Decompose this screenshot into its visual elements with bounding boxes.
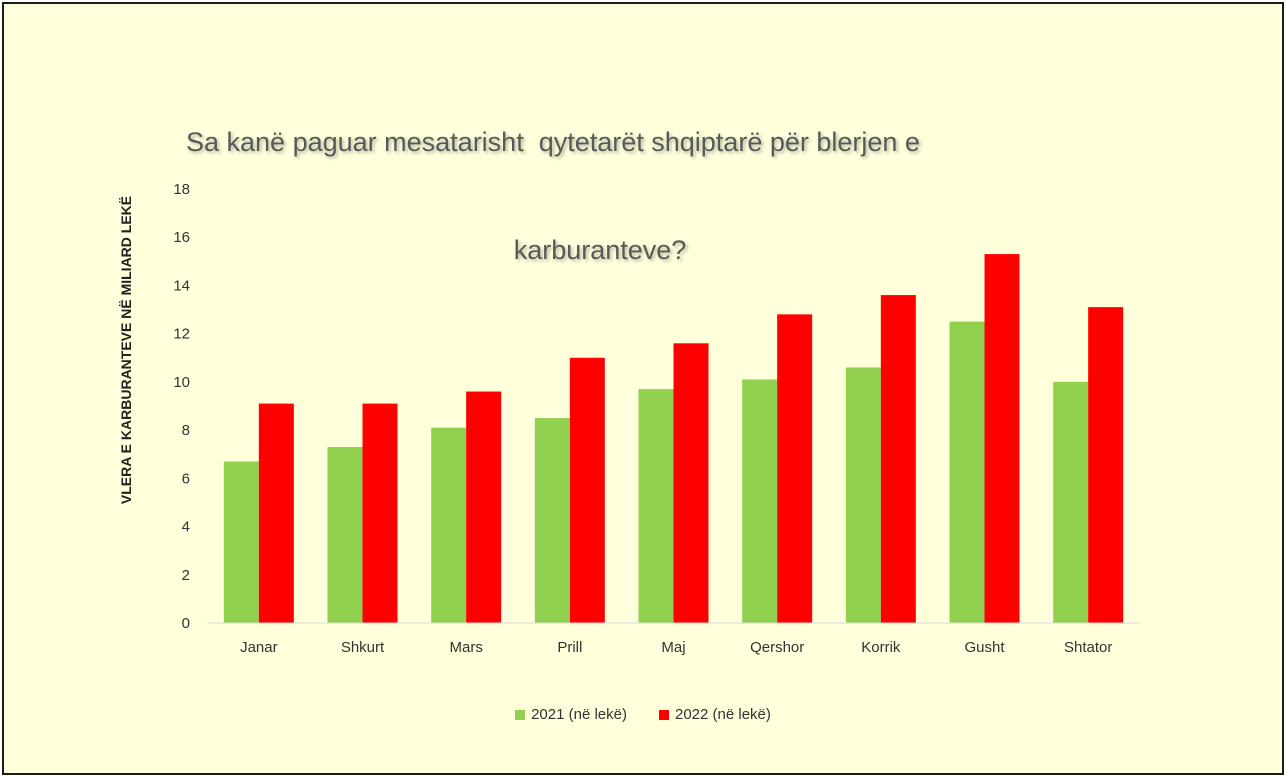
y-tick-label: 2	[182, 567, 190, 584]
bar-gusht-2021	[949, 321, 985, 623]
bar-gusht-2022	[984, 254, 1020, 623]
x-tick-label: Prill	[557, 639, 582, 656]
y-tick-label: 6	[182, 470, 190, 487]
x-tick-label: Shkurt	[341, 639, 385, 656]
chart-title: Sa kanë paguar mesatarisht qytetarët shq…	[150, 52, 1050, 304]
bar-janar-2022	[258, 403, 294, 623]
bar-prill-2021	[534, 418, 570, 623]
bar-korrik-2021	[845, 367, 881, 623]
y-tick-label: 0	[182, 615, 190, 632]
bar-shtator-2021	[1053, 381, 1089, 623]
bar-mars-2022	[466, 391, 502, 623]
x-tick-label: Maj	[661, 639, 685, 656]
legend-label-2021: 2021 (në lekë)	[531, 706, 627, 723]
y-tick-label: 14	[173, 277, 190, 294]
y-tick-label: 16	[173, 229, 190, 246]
legend-item-2022: 2022 (në lekë)	[659, 706, 771, 723]
bar-maj-2022	[673, 343, 709, 623]
bar-qershor-2021	[742, 379, 778, 623]
y-tick-label: 18	[173, 181, 190, 198]
bar-qershor-2022	[777, 314, 813, 623]
x-tick-label: Korrik	[861, 639, 901, 656]
bar-prill-2022	[569, 357, 605, 623]
x-tick-label: Gusht	[964, 639, 1005, 656]
bar-maj-2021	[638, 389, 674, 623]
chart-title-line2: karburanteve?	[513, 235, 687, 265]
bar-shtator-2022	[1088, 307, 1124, 623]
legend: 2021 (në lekë) 2022 (në lekë)	[0, 706, 1286, 723]
bar-mars-2021	[431, 427, 467, 623]
bar-janar-2021	[223, 461, 259, 623]
legend-label-2022: 2022 (në lekë)	[675, 706, 771, 723]
y-tick-label: 12	[173, 326, 190, 343]
legend-swatch-2021	[515, 709, 526, 720]
y-tick-label: 8	[182, 422, 190, 439]
y-tick-label: 4	[182, 519, 190, 536]
x-tick-label: Shtator	[1064, 639, 1112, 656]
y-tick-label: 10	[173, 374, 190, 391]
x-tick-label: Mars	[449, 639, 482, 656]
legend-item-2021: 2021 (në lekë)	[515, 706, 627, 723]
bar-shkurt-2022	[362, 403, 398, 623]
legend-swatch-2022	[659, 709, 669, 720]
x-tick-label: Qershor	[750, 639, 804, 656]
chart-title-line1: Sa kanë paguar mesatarisht qytetarët shq…	[186, 127, 920, 157]
x-tick-label: Janar	[240, 639, 278, 656]
bar-korrik-2022	[880, 295, 916, 623]
bar-shkurt-2021	[327, 446, 363, 623]
